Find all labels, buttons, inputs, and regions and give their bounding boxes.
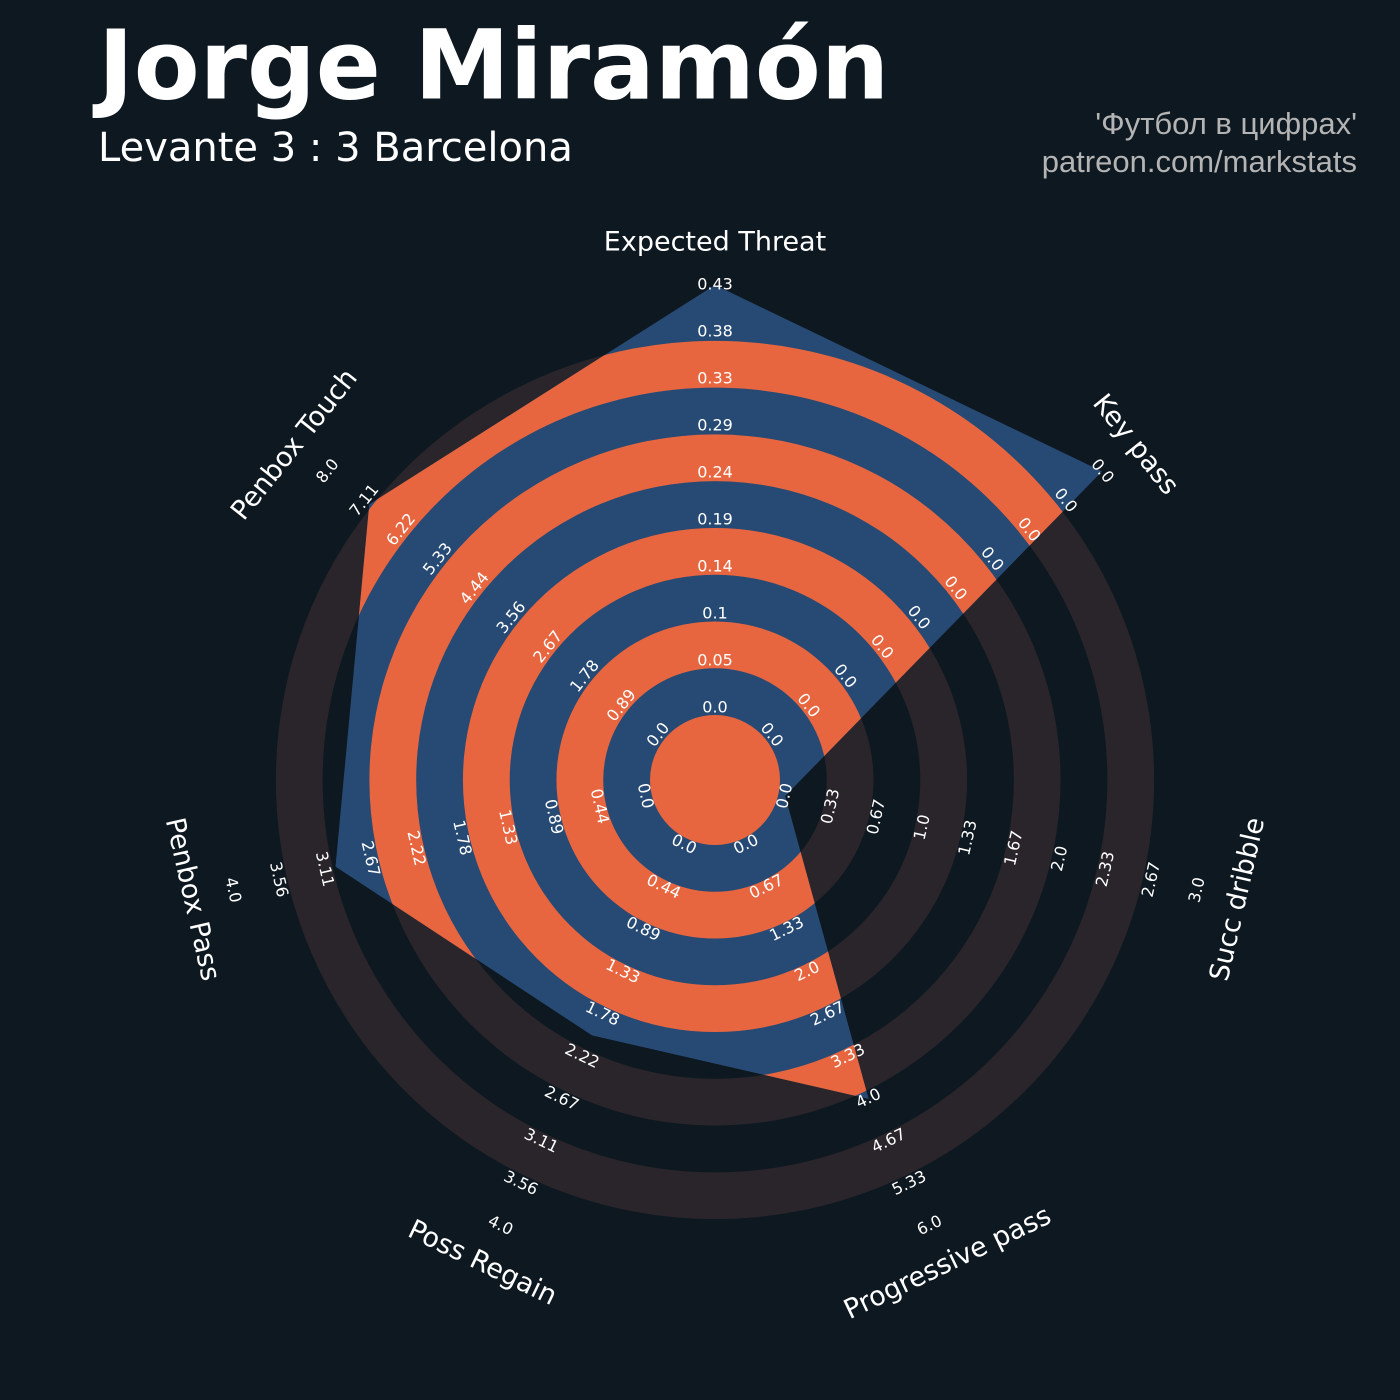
tick-label: 0.0 (1087, 455, 1118, 487)
tick-label: 0.43 (697, 275, 733, 294)
tick-label: 8.0 (312, 455, 343, 487)
axis-label: Expected Threat (604, 227, 826, 258)
chart-title: Jorge Miramón (92, 9, 889, 121)
tick-label: 6.0 (914, 1211, 945, 1239)
tick-label: 0.05 (697, 651, 733, 670)
tick-label: 0.0 (702, 698, 727, 717)
tick-label: 0.38 (697, 322, 733, 341)
axis-label: Progressive pass (839, 1200, 1056, 1326)
tick-label: 0.24 (697, 463, 733, 482)
axis-label: Key pass (1086, 388, 1185, 501)
axis-label: Penbox Pass (159, 815, 226, 984)
ring-overlay (335, 340, 1102, 1099)
tick-label: 0.1 (702, 604, 727, 623)
tick-label: 3.0 (1185, 875, 1209, 904)
tick-label: 0.14 (697, 557, 733, 576)
ring-band (556, 621, 874, 939)
radar-layer (335, 285, 1102, 1099)
credit: 'Футбол в цифрах' (1095, 106, 1357, 141)
axis-label: Penbox Touch (225, 363, 364, 526)
tick-label: 0.29 (697, 416, 733, 435)
tick-label: 4.0 (485, 1211, 516, 1239)
axis-label: Succ dribble (1204, 815, 1271, 984)
credit: patreon.com/markstats (1042, 144, 1357, 179)
ring-center (650, 715, 780, 845)
tick-label: 0.33 (697, 369, 733, 388)
axis-label: Poss Regain (403, 1214, 562, 1312)
tick-label: 0.19 (697, 510, 733, 529)
tick-label: 4.0 (221, 875, 245, 904)
chart-subtitle: Levante 3 : 3 Barcelona (98, 125, 573, 171)
